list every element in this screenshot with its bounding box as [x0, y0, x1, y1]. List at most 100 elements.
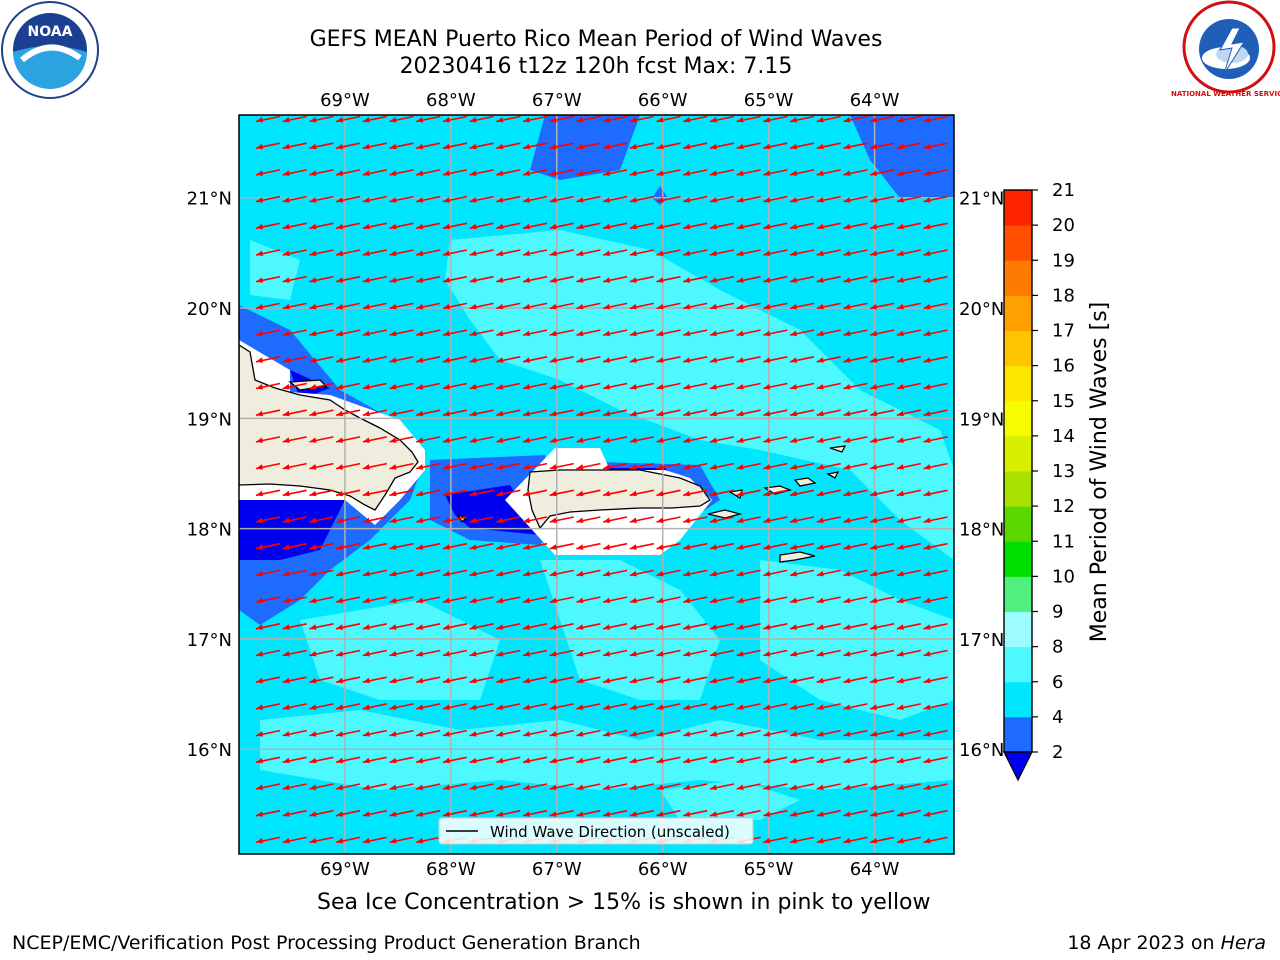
wave-direction-arrow [736, 542, 761, 550]
wave-direction-arrow [816, 329, 841, 337]
wave-direction-arrow [656, 249, 681, 256]
wave-direction-arrow [709, 329, 735, 337]
wave-direction-arrow [362, 623, 387, 630]
wave-direction-arrow [576, 169, 601, 176]
wave-direction-arrow [683, 783, 708, 790]
wave-direction-arrow [789, 596, 815, 604]
wave-direction-arrow [522, 489, 548, 497]
wave-direction-arrow [869, 142, 895, 150]
wave-direction-arrow [309, 249, 334, 256]
colorbar-segment [1004, 190, 1032, 226]
wave-direction-arrow [683, 142, 708, 150]
wave-direction-arrow [923, 596, 948, 604]
wave-direction-arrow [255, 783, 281, 790]
wave-direction-arrow [629, 676, 654, 684]
wave-direction-arrow [362, 676, 387, 684]
wave-direction-arrow [736, 783, 761, 790]
wave-direction-arrow [522, 115, 548, 123]
wave-direction-arrow [896, 409, 921, 417]
wave-direction-arrow [442, 569, 468, 577]
wave-direction-arrow [736, 649, 761, 657]
wave-direction-arrow [576, 489, 601, 497]
wave-direction-arrow [416, 275, 441, 283]
wave-direction-arrow [362, 596, 387, 604]
wave-direction-arrow [656, 302, 681, 310]
wave-direction-arrow [816, 275, 841, 283]
lon-label-top: 67°W [532, 90, 582, 111]
wave-direction-arrow [683, 623, 708, 630]
wave-direction-arrow [335, 569, 361, 577]
wave-direction-arrow [789, 302, 815, 310]
wave-direction-arrow [522, 809, 548, 817]
wave-direction-arrow [683, 436, 708, 443]
wave-direction-arrow [896, 222, 921, 230]
wave-direction-arrow [469, 703, 494, 710]
wave-direction-arrow [335, 516, 361, 523]
colorbar-tick-label: 8 [1052, 637, 1063, 658]
wave-direction-arrow [496, 569, 521, 577]
wave-direction-arrow [683, 596, 708, 604]
colorbar: 2 4 6 8 9 10 11 12 13 14 15 16 17 18 19 20 21 [1003, 180, 1075, 782]
wave-direction-arrow [789, 462, 815, 470]
wave-direction-arrow [549, 623, 574, 630]
wave-direction-arrow [816, 222, 841, 230]
wave-direction-arrow [522, 569, 548, 577]
wave-direction-arrow [683, 676, 708, 684]
colorbar-tick-label: 9 [1052, 602, 1063, 623]
wave-direction-arrow [869, 703, 895, 710]
wave-direction-arrow [816, 783, 841, 790]
wave-direction-arrow [335, 542, 361, 550]
wave-direction-arrow [255, 836, 281, 844]
wave-direction-arrow [789, 356, 815, 363]
wave-direction-arrow [683, 569, 708, 577]
wave-direction-arrow [923, 649, 948, 657]
wave-direction-arrow [736, 489, 761, 497]
wave-direction-arrow [549, 275, 574, 283]
wave-direction-arrow [629, 783, 654, 790]
wave-direction-arrow [496, 115, 521, 123]
wave-direction-arrow [255, 569, 281, 577]
wave-direction-arrow [416, 249, 441, 256]
wave-direction-arrow [923, 756, 948, 764]
wave-direction-arrow [576, 729, 601, 737]
wave-direction-arrow [309, 356, 334, 363]
wave-direction-arrow [389, 302, 414, 310]
wave-direction-arrow [629, 302, 654, 310]
puerto-rico [527, 469, 711, 530]
wave-direction-arrow [816, 809, 841, 817]
wave-direction-arrow [869, 649, 895, 657]
wave-direction-arrow [282, 836, 307, 844]
wave-direction-arrow [362, 836, 387, 844]
wave-direction-arrow [763, 836, 788, 844]
wave-direction-arrow [736, 329, 761, 337]
wave-direction-arrow [309, 222, 334, 230]
wave-direction-arrow [576, 249, 601, 256]
wave-direction-arrow [442, 756, 468, 764]
colorbar-segment [1004, 541, 1032, 577]
wave-direction-arrow [656, 275, 681, 283]
wave-direction-arrow [869, 302, 895, 310]
wave-direction-arrow [869, 569, 895, 577]
wave-direction-arrow [789, 516, 815, 523]
wave-direction-arrow [335, 809, 361, 817]
wave-direction-arrow [309, 729, 334, 737]
wave-direction-arrow [255, 596, 281, 604]
wave-direction-arrow [683, 195, 708, 203]
wave-direction-arrow [656, 569, 681, 577]
wave-direction-arrow [576, 302, 601, 310]
wave-direction-arrow [496, 329, 521, 337]
wave-direction-arrow [496, 623, 521, 630]
wave-direction-arrow [362, 382, 387, 390]
wave-direction-arrow [602, 356, 628, 363]
wave-direction-arrow [683, 356, 708, 363]
wave-direction-arrow [389, 115, 414, 123]
wave-direction-arrow [362, 275, 387, 283]
wave-direction-arrow [335, 729, 361, 737]
wave-direction-arrow [255, 329, 281, 337]
wave-direction-arrow [923, 142, 948, 150]
wave-direction-arrow [602, 542, 628, 550]
wave-direction-arrow [282, 329, 307, 337]
colorbar-tick-label: 10 [1052, 566, 1075, 587]
map-border [238, 114, 955, 855]
nws-logo: NATIONAL WEATHER SERVICE [1171, 0, 1280, 98]
